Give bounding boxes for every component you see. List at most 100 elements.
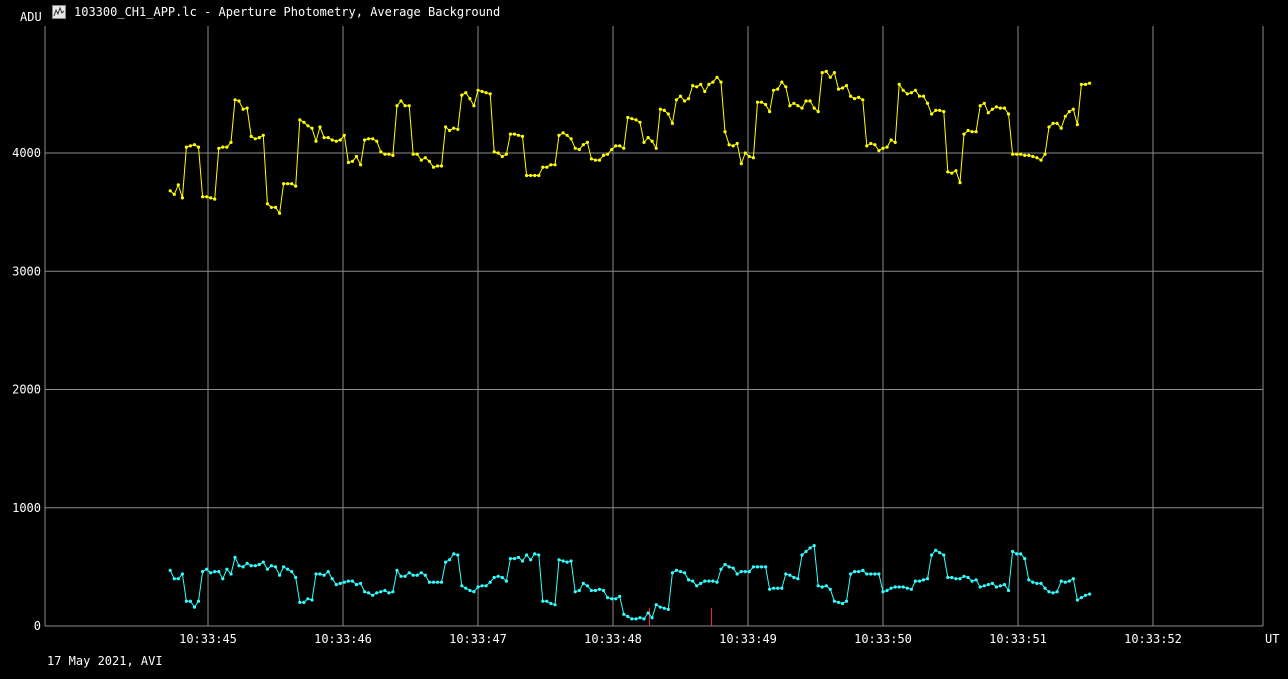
data-point [780, 80, 784, 84]
data-point [962, 132, 966, 136]
data-point [516, 133, 521, 137]
series-line-1 [169, 70, 1090, 215]
data-point [678, 570, 683, 574]
data-point [557, 558, 561, 562]
data-point [427, 580, 431, 584]
data-point [403, 574, 407, 578]
data-point [367, 137, 371, 141]
data-point [229, 572, 233, 576]
y-tick-label: 1000 [12, 501, 41, 515]
data-point [840, 601, 845, 606]
data-point [938, 551, 942, 555]
data-point [399, 574, 403, 578]
date-footer: 17 May 2021, AVI [47, 654, 163, 668]
y-tick-label: 0 [34, 619, 41, 633]
data-point [836, 600, 841, 605]
data-point [391, 153, 395, 157]
data-point [480, 584, 484, 588]
data-point [1023, 557, 1027, 561]
data-point [298, 118, 302, 122]
data-point [796, 577, 800, 581]
data-point [715, 75, 719, 79]
data-point [363, 138, 367, 142]
data-point [1047, 125, 1051, 129]
data-point [678, 94, 683, 98]
data-point [796, 104, 800, 108]
data-point [464, 91, 468, 95]
data-point [1088, 592, 1092, 596]
data-point [585, 140, 590, 144]
data-point [423, 156, 427, 160]
data-point [265, 202, 269, 206]
x-axis-unit: UT [1265, 632, 1279, 646]
data-point [723, 130, 727, 134]
data-point [719, 80, 723, 84]
data-point [683, 571, 687, 575]
data-point [638, 120, 642, 124]
data-point [245, 561, 249, 565]
data-point [371, 593, 375, 597]
data-point [1019, 552, 1023, 556]
data-point [877, 149, 881, 153]
data-point [634, 617, 638, 621]
data-point [431, 165, 436, 169]
data-point [273, 565, 278, 569]
data-point [172, 192, 176, 196]
data-point [654, 146, 658, 150]
data-point [869, 572, 873, 576]
data-point [768, 587, 772, 591]
data-point [508, 557, 512, 561]
data-point [359, 581, 363, 586]
data-point [557, 133, 561, 137]
data-point [1063, 114, 1067, 118]
data-point [974, 578, 978, 582]
data-point [318, 572, 322, 576]
data-point [472, 590, 476, 594]
data-point [265, 567, 269, 571]
data-point [938, 108, 942, 112]
data-point [448, 128, 452, 133]
data-point [314, 139, 318, 143]
data-point [727, 143, 731, 147]
data-point [318, 125, 322, 129]
data-point [225, 145, 229, 149]
data-point [282, 565, 286, 569]
data-point [533, 552, 537, 556]
title-bar: 103300_CH1_APP.lc - Aperture Photometry,… [52, 3, 500, 21]
data-point [399, 99, 403, 103]
data-point [889, 138, 893, 142]
data-point [286, 567, 290, 571]
data-point [1019, 152, 1023, 156]
data-point [670, 571, 675, 575]
data-point [326, 570, 330, 574]
data-point [577, 588, 581, 593]
data-point [1059, 126, 1063, 130]
data-point [978, 104, 982, 108]
data-point [1075, 598, 1079, 602]
data-point [946, 170, 950, 174]
data-point [533, 173, 537, 178]
data-point [626, 115, 630, 120]
data-point [759, 565, 764, 569]
data-point [1067, 110, 1071, 114]
data-point [755, 100, 760, 104]
data-point [237, 564, 241, 568]
data-point [411, 152, 415, 156]
data-point [719, 567, 723, 571]
data-point [342, 133, 346, 137]
data-point [849, 94, 853, 98]
data-point [654, 603, 658, 607]
data-point [768, 110, 772, 114]
data-point [930, 553, 934, 557]
data-point [622, 146, 626, 150]
data-point [456, 553, 460, 557]
data-point [261, 560, 265, 564]
data-point [500, 154, 504, 159]
lightcurve-app-icon [52, 5, 66, 19]
data-point [444, 560, 448, 564]
data-point [954, 169, 958, 173]
data-point [184, 599, 188, 603]
data-point [192, 605, 197, 609]
data-point [383, 588, 387, 593]
data-point [1079, 596, 1083, 600]
